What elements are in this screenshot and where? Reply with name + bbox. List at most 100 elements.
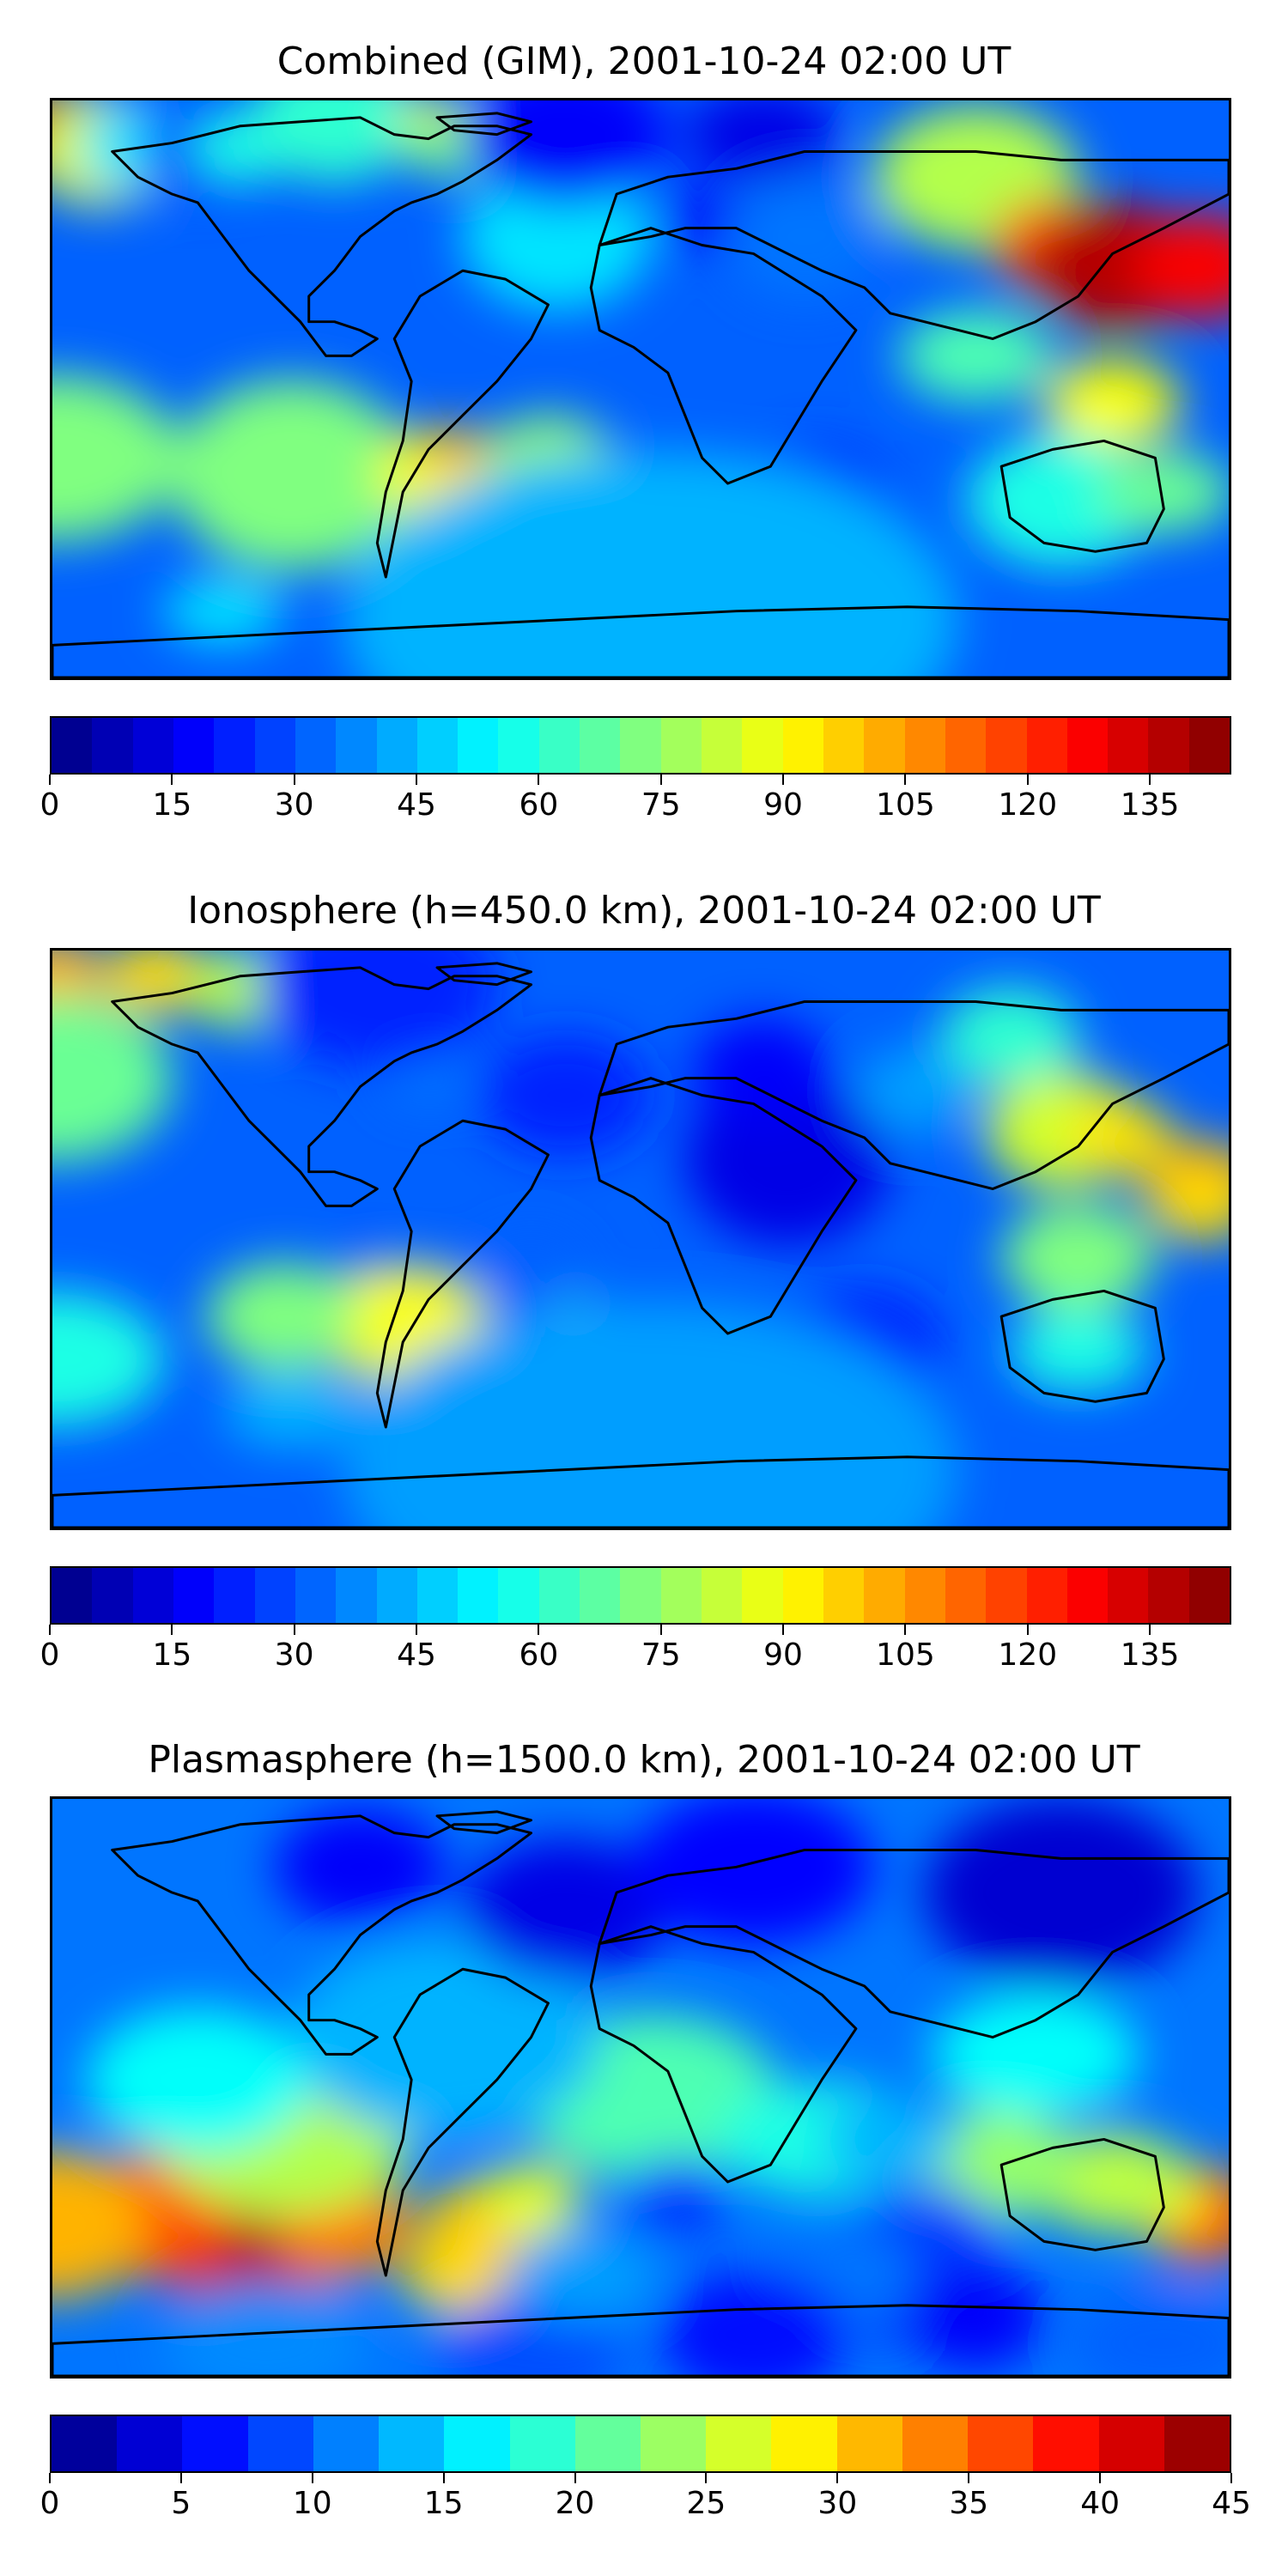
tick-mark xyxy=(1149,775,1151,785)
field-blob xyxy=(253,100,416,183)
panel-3-field xyxy=(52,1799,1229,2376)
panel-2-field xyxy=(52,951,1229,1528)
field-blob xyxy=(727,175,882,298)
colorbar-segment xyxy=(52,1568,93,1623)
coastline xyxy=(111,116,533,357)
colorbar-segment xyxy=(313,2416,380,2471)
colorbar-segment xyxy=(742,1568,783,1623)
colorbar-segment xyxy=(214,718,255,773)
tick-mark xyxy=(1099,2473,1102,2483)
colorbar-segment xyxy=(92,1568,133,1623)
colorbar-segment xyxy=(173,718,215,773)
panel-1-map xyxy=(50,98,1231,680)
field-blob xyxy=(967,434,1156,567)
tick-label: 105 xyxy=(876,787,935,823)
field-blob xyxy=(1133,213,1229,320)
tick-label: 25 xyxy=(686,2486,726,2521)
field-blob xyxy=(274,1807,446,1927)
tick-mark xyxy=(311,2473,313,2483)
tick-label: 30 xyxy=(817,2486,858,2521)
colorbar-segment xyxy=(1098,2416,1164,2471)
coastline xyxy=(375,269,550,579)
colorbar-segment xyxy=(1066,1568,1109,1623)
field-blob xyxy=(693,1018,831,1121)
field-blob xyxy=(659,187,745,252)
colorbar-segment xyxy=(620,1568,661,1623)
tick-mark xyxy=(1230,2473,1232,2483)
field-blob xyxy=(86,2008,309,2152)
field-blob xyxy=(505,2229,659,2322)
colorbar-segment xyxy=(580,718,621,773)
coastline xyxy=(111,1814,533,2056)
colorbar-segment xyxy=(458,718,499,773)
field-blob xyxy=(479,2163,583,2235)
tick-mark xyxy=(1026,775,1029,785)
tick-label: 75 xyxy=(641,1637,681,1673)
field-blob xyxy=(172,380,412,571)
colorbar-segment xyxy=(902,2416,969,2471)
colorbar-segment xyxy=(702,718,743,773)
field-blob xyxy=(1043,358,1182,447)
panel-3-title: Plasmasphere (h=1500.0 km), 2001-10-24 0… xyxy=(148,1738,1140,1782)
panel-3-colorbar xyxy=(50,2415,1231,2473)
tick-label: 0 xyxy=(39,787,60,823)
colorbar-segment xyxy=(295,718,337,773)
field-blob xyxy=(941,987,1078,1084)
coastline xyxy=(52,2304,1229,2376)
colorbar-segment xyxy=(660,718,702,773)
colorbar-segment xyxy=(1108,718,1149,773)
tick-label: 40 xyxy=(1080,2486,1121,2521)
colorbar-segment xyxy=(92,718,133,773)
tick-mark xyxy=(179,2473,182,2483)
field-blob xyxy=(163,2281,369,2376)
field-blob xyxy=(898,309,1053,402)
colorbar-segment xyxy=(52,718,93,773)
field-blob xyxy=(52,2149,147,2300)
tick-label: 60 xyxy=(519,1637,559,1673)
colorbar-segment xyxy=(620,718,661,773)
tick-mark xyxy=(574,2473,576,2483)
colorbar-segment xyxy=(1108,1568,1149,1623)
coastline xyxy=(52,605,1229,677)
coastline xyxy=(589,227,858,485)
colorbar-segment xyxy=(945,1568,987,1623)
tick-label: 15 xyxy=(152,787,192,823)
tick-mark xyxy=(782,1625,785,1635)
field-blob xyxy=(163,578,283,644)
tick-mark xyxy=(49,2473,51,2483)
tick-mark xyxy=(171,775,173,785)
tick-label: 15 xyxy=(423,2486,464,2521)
tick-label: 120 xyxy=(998,787,1058,823)
tick-mark xyxy=(1026,1625,1029,1635)
field-blobs xyxy=(52,951,1229,1528)
colorbar-segment xyxy=(416,1568,459,1623)
colorbar-segment xyxy=(904,718,945,773)
colorbar-segment xyxy=(498,718,539,773)
tick-label: 5 xyxy=(171,2486,191,2521)
colorbar-segment xyxy=(1066,718,1109,773)
colorbar-segment xyxy=(742,718,783,773)
tick-label: 105 xyxy=(876,1637,935,1673)
coastline xyxy=(999,439,1165,553)
tick-label: 0 xyxy=(39,1637,60,1673)
coastline xyxy=(598,1848,1229,2039)
field-blob xyxy=(924,1799,1199,1989)
tick-label: 45 xyxy=(397,1637,436,1673)
colorbar-segment xyxy=(416,718,459,773)
tick-mark xyxy=(416,1625,418,1635)
colorbar-segment xyxy=(1148,718,1189,773)
tick-label: 135 xyxy=(1120,787,1180,823)
field-blob xyxy=(1069,1099,1173,1176)
tick-label: 15 xyxy=(152,1637,192,1673)
colorbar-segment xyxy=(1188,718,1230,773)
field-blob xyxy=(625,2158,728,2240)
coastline xyxy=(999,2137,1165,2251)
coastline xyxy=(589,1077,858,1335)
tick-mark xyxy=(1149,1625,1151,1635)
colorbar-segment xyxy=(986,718,1027,773)
tick-label: 0 xyxy=(39,2486,60,2521)
field-blob xyxy=(1151,1170,1229,1242)
colorbar-segment xyxy=(336,718,377,773)
colorbar-segment xyxy=(945,718,987,773)
tick-mark xyxy=(538,775,540,785)
